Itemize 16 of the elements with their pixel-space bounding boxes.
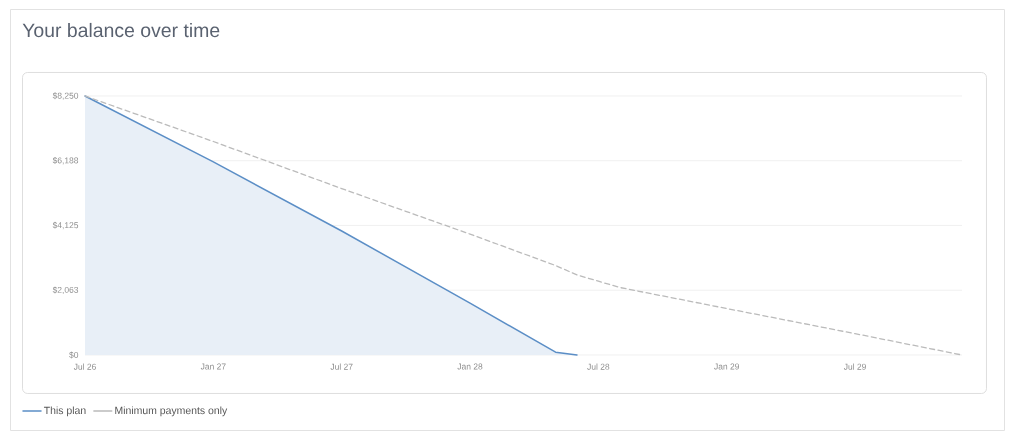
x-tick-label: Jul 26	[73, 363, 96, 370]
x-tick-label: Jul 28	[587, 363, 610, 370]
x-tick-label: Jul 29	[843, 363, 866, 370]
legend-label: Minimum payments only	[115, 406, 228, 417]
y-tick-label: $8,250	[52, 92, 79, 100]
x-tick-label: Jul 27	[330, 363, 353, 370]
legend-label: This plan	[43, 406, 86, 417]
y-tick-label: $6,188	[52, 157, 79, 165]
chart-title: Your balance over time	[22, 22, 220, 38]
y-tick-label: $2,063	[52, 286, 79, 294]
x-tick-label: Jan 28	[457, 363, 483, 370]
y-tick-label: $4,125	[52, 221, 79, 230]
x-tick-label: Jan 27	[200, 363, 226, 370]
x-tick-label: Jan 29	[714, 363, 740, 370]
line-series	[84, 95, 963, 356]
y-tick-label: $0	[69, 351, 79, 359]
